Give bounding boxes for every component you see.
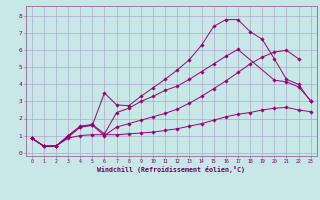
X-axis label: Windchill (Refroidissement éolien,°C): Windchill (Refroidissement éolien,°C)	[97, 166, 245, 173]
